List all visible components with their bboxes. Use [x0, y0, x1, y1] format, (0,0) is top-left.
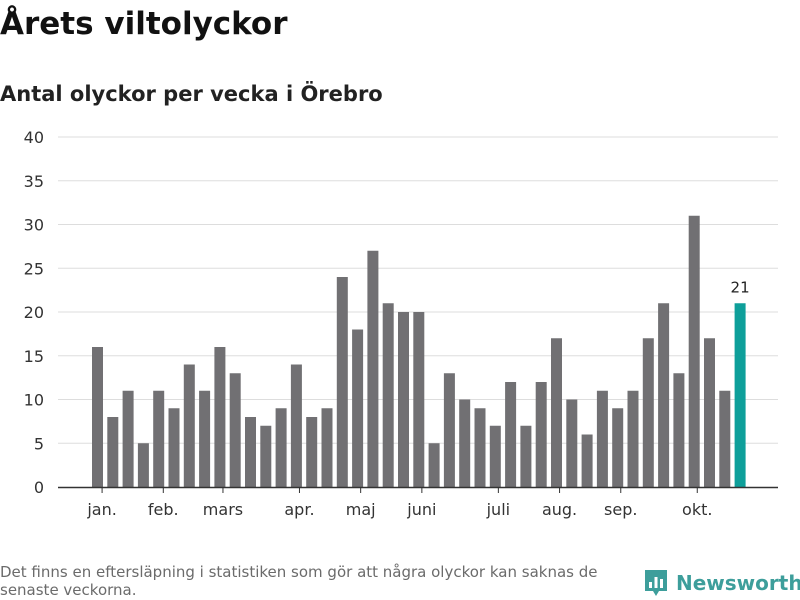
x-tick-label: maj: [346, 500, 376, 519]
bar: [306, 417, 318, 487]
chart-subtitle: Antal olyckor per vecka i Örebro: [0, 82, 383, 106]
bar: [688, 215, 700, 487]
bar: [168, 408, 180, 487]
footnote: Det finns en eftersläpning i statistiken…: [0, 563, 598, 599]
bar: [489, 425, 501, 487]
bar: [398, 312, 409, 487]
chart-title: Årets viltolyckor: [0, 6, 288, 42]
bar: [459, 399, 471, 487]
bar: [474, 408, 486, 487]
bar: [719, 390, 731, 487]
y-tick-label: 0: [34, 478, 44, 497]
bar: [704, 338, 715, 487]
bar-highlight: [734, 303, 746, 487]
bar: [290, 364, 302, 487]
newsworthy-chart-icon: [645, 570, 667, 596]
bar: [92, 347, 103, 487]
bar: [566, 399, 578, 487]
bar: [535, 382, 547, 487]
x-tick-label: apr.: [284, 500, 314, 519]
bar: [612, 408, 624, 487]
bar: [428, 443, 440, 487]
y-tick-label: 25: [24, 259, 44, 278]
bar: [382, 303, 394, 487]
x-tick-label: juni: [406, 500, 436, 519]
bar: [413, 312, 425, 487]
bar: [627, 390, 639, 487]
bar: [581, 434, 593, 487]
y-tick-label: 40: [24, 128, 44, 147]
bar: [245, 417, 256, 487]
bar: [673, 373, 685, 487]
bar: [275, 408, 287, 487]
x-tick-label: feb.: [148, 500, 179, 519]
x-tick-label: juli: [486, 500, 510, 519]
bar: [443, 373, 455, 487]
bar: [596, 390, 608, 487]
bar: [551, 338, 562, 487]
x-tick-label: okt.: [682, 500, 712, 519]
y-tick-label: 20: [24, 303, 44, 322]
x-tick-label: jan.: [86, 500, 116, 519]
brand-name: Newsworthy: [676, 571, 800, 595]
data-label-highlight: 21: [731, 278, 750, 296]
x-tick-label: sep.: [604, 500, 637, 519]
y-tick-label: 15: [24, 347, 44, 366]
brand-logo: Newsworthy: [643, 566, 800, 600]
bar: [352, 329, 364, 487]
y-axis-ticks: 0 5 10 15 20 25 30 35 40: [24, 128, 44, 497]
bar: [183, 364, 195, 487]
y-tick-label: 10: [24, 391, 44, 410]
bar: [642, 338, 654, 487]
y-tick-label: 5: [34, 434, 44, 453]
bar: [153, 390, 165, 487]
bar: [505, 382, 517, 487]
bar: [658, 303, 670, 487]
bar: [122, 390, 134, 487]
bar: [214, 347, 226, 487]
bar: [199, 390, 211, 487]
bar: [321, 408, 333, 487]
y-tick-label: 30: [24, 216, 44, 235]
data-labels: 21: [731, 278, 750, 296]
bar: [107, 417, 119, 487]
bar: [260, 425, 272, 487]
bar: [229, 373, 241, 487]
bars: [92, 215, 746, 487]
x-tick-label: aug.: [542, 500, 577, 519]
y-tick-label: 35: [24, 172, 44, 191]
x-axis: jan. feb. mars apr. maj juni juli aug. sep. okt.: [58, 486, 778, 519]
bar: [367, 250, 379, 487]
bar: [336, 277, 348, 487]
bar: [137, 443, 149, 487]
x-tick-label: mars: [203, 500, 243, 519]
bar: [520, 425, 532, 487]
